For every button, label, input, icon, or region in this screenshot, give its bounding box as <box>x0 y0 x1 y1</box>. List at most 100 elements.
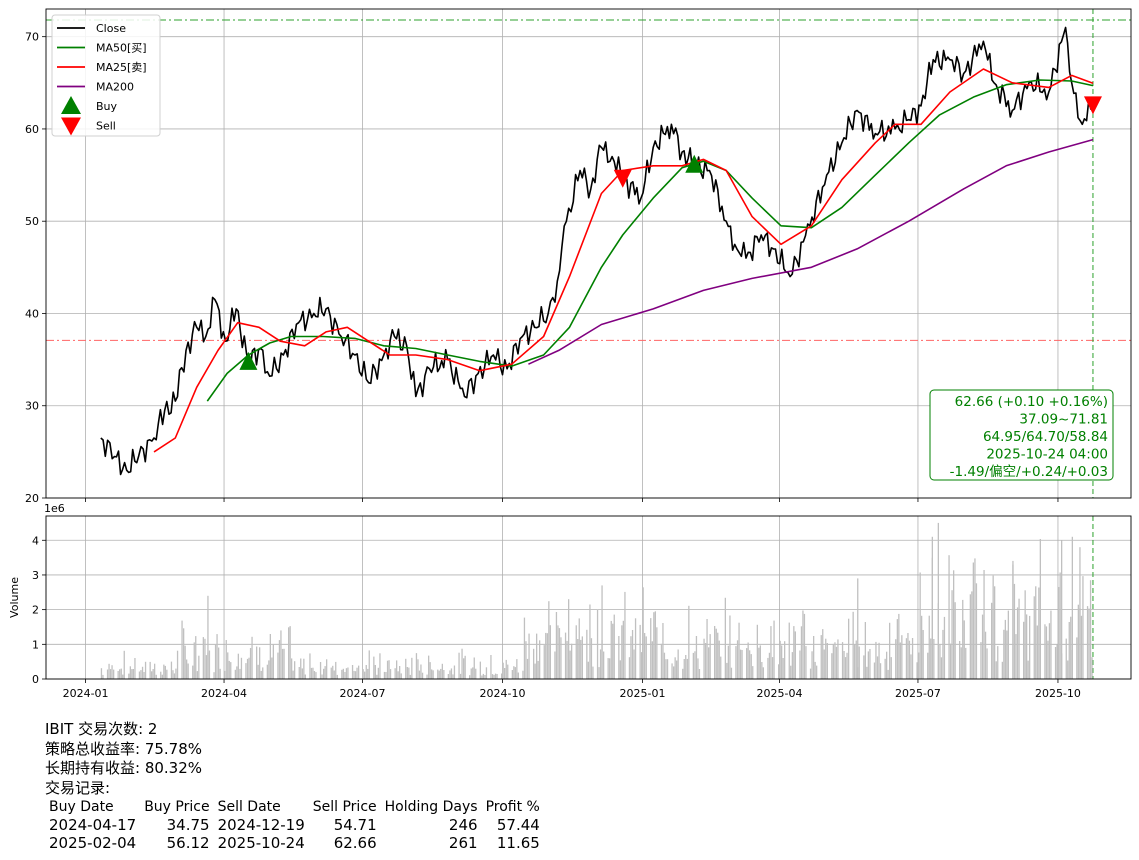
volume-bar <box>969 594 971 679</box>
volume-bar <box>181 620 183 679</box>
holding-days: 246 <box>448 816 478 834</box>
volume-bar <box>149 661 151 679</box>
volume-bar <box>592 666 594 679</box>
volume-bar <box>1067 660 1069 679</box>
volume-bar <box>383 671 386 679</box>
volume-bar <box>400 673 402 679</box>
volume-bar <box>186 659 188 679</box>
volume-bar <box>234 669 236 679</box>
volume-bar <box>365 665 367 679</box>
volume-bar <box>984 631 987 679</box>
volume-bar <box>1050 610 1052 679</box>
volume-bar <box>246 658 249 679</box>
volume-bar <box>822 629 824 679</box>
volume-bar <box>738 622 740 679</box>
price-y-tick-label: 30 <box>25 400 39 413</box>
volume-bar <box>762 667 764 679</box>
volume-bar <box>794 631 796 679</box>
volume-bar <box>536 633 538 679</box>
volume-bar <box>523 617 526 679</box>
volume-bar <box>962 599 964 679</box>
volume-bar <box>875 641 877 679</box>
volume-bar <box>163 664 165 679</box>
volume-bar <box>682 668 684 679</box>
volume-bar <box>843 651 845 679</box>
annotation-line: 2025-10-24 04:00 <box>986 447 1108 463</box>
volume-bar <box>704 643 707 679</box>
volume-bar <box>545 632 547 679</box>
legend-label: Buy <box>96 100 118 113</box>
volume-bar <box>879 663 882 679</box>
volume-bar <box>358 665 360 679</box>
volume-bar <box>922 630 924 679</box>
volume-bar <box>534 663 536 679</box>
volume-bar <box>663 652 666 679</box>
volume-bar <box>715 628 717 679</box>
volume-bar <box>575 625 577 679</box>
price-y-tick-label: 50 <box>25 215 39 228</box>
header-buy-date: Buy Date <box>49 799 114 815</box>
volume-bar <box>227 652 229 679</box>
volume-bar <box>333 670 335 679</box>
volume-bar <box>558 628 561 679</box>
buy-price: 34.75 <box>166 816 210 834</box>
annotation-box <box>929 389 1114 481</box>
volume-bar <box>239 668 241 679</box>
volume-bar <box>154 663 156 679</box>
volume-bar <box>928 615 930 679</box>
volume-bar <box>911 638 914 679</box>
volume-bar <box>971 591 973 679</box>
volume-bar <box>138 671 141 679</box>
header-sell-price: Sell Price <box>312 799 377 815</box>
volume-bar <box>660 643 663 679</box>
volume-bar <box>590 638 593 679</box>
volume-bar <box>484 675 486 679</box>
volume-bar <box>1012 564 1014 679</box>
volume-bar <box>899 642 901 679</box>
annotation-line: 37.09~71.81 <box>1019 412 1108 428</box>
volume-bar <box>656 627 658 679</box>
volume-bar <box>630 636 632 679</box>
volume-bar <box>1036 625 1038 679</box>
volume-bar <box>132 669 134 679</box>
volume-bar <box>671 663 673 679</box>
volume-bar <box>473 657 475 679</box>
volume-bar <box>939 644 941 679</box>
volume-bar <box>974 558 976 679</box>
volume-bar <box>869 649 871 679</box>
volume-bar <box>603 651 605 679</box>
volume-bar <box>811 651 813 679</box>
x-tick-label: 2025-01 <box>620 687 666 700</box>
volume-bar <box>248 657 250 679</box>
volume-bar <box>826 643 828 679</box>
volume-bar <box>117 671 119 679</box>
x-tick-label: 2025-10 <box>1035 687 1081 700</box>
volume-bar <box>724 597 726 679</box>
price-y-tick-label: 20 <box>25 492 39 505</box>
volume-bar <box>1061 540 1063 679</box>
volume-bar <box>335 661 337 679</box>
volume-bar <box>717 632 719 679</box>
volume-bar <box>228 660 230 679</box>
volume-bar <box>144 661 147 679</box>
x-tick-label: 2024-10 <box>480 687 526 700</box>
volume-bar <box>202 637 204 679</box>
volume-bar <box>555 612 558 679</box>
volume-bar <box>718 640 720 679</box>
volume-bar <box>1080 615 1083 679</box>
legend-buy-swatch <box>61 96 81 114</box>
volume-y-tick-label: 1 <box>32 638 39 651</box>
volume-bar <box>298 667 300 679</box>
volume-bar <box>746 648 748 679</box>
volume-bar <box>863 655 865 679</box>
volume-bar <box>846 652 848 679</box>
volume-bar <box>688 605 690 679</box>
volume-bar <box>992 575 994 679</box>
volume-bar <box>876 656 879 679</box>
volume-bar <box>622 620 624 679</box>
volume-bar <box>543 645 545 679</box>
volume-bar <box>901 635 903 679</box>
volume-bar <box>155 674 157 679</box>
volume-y-tick-label: 0 <box>32 673 39 686</box>
volume-bar <box>304 674 306 679</box>
